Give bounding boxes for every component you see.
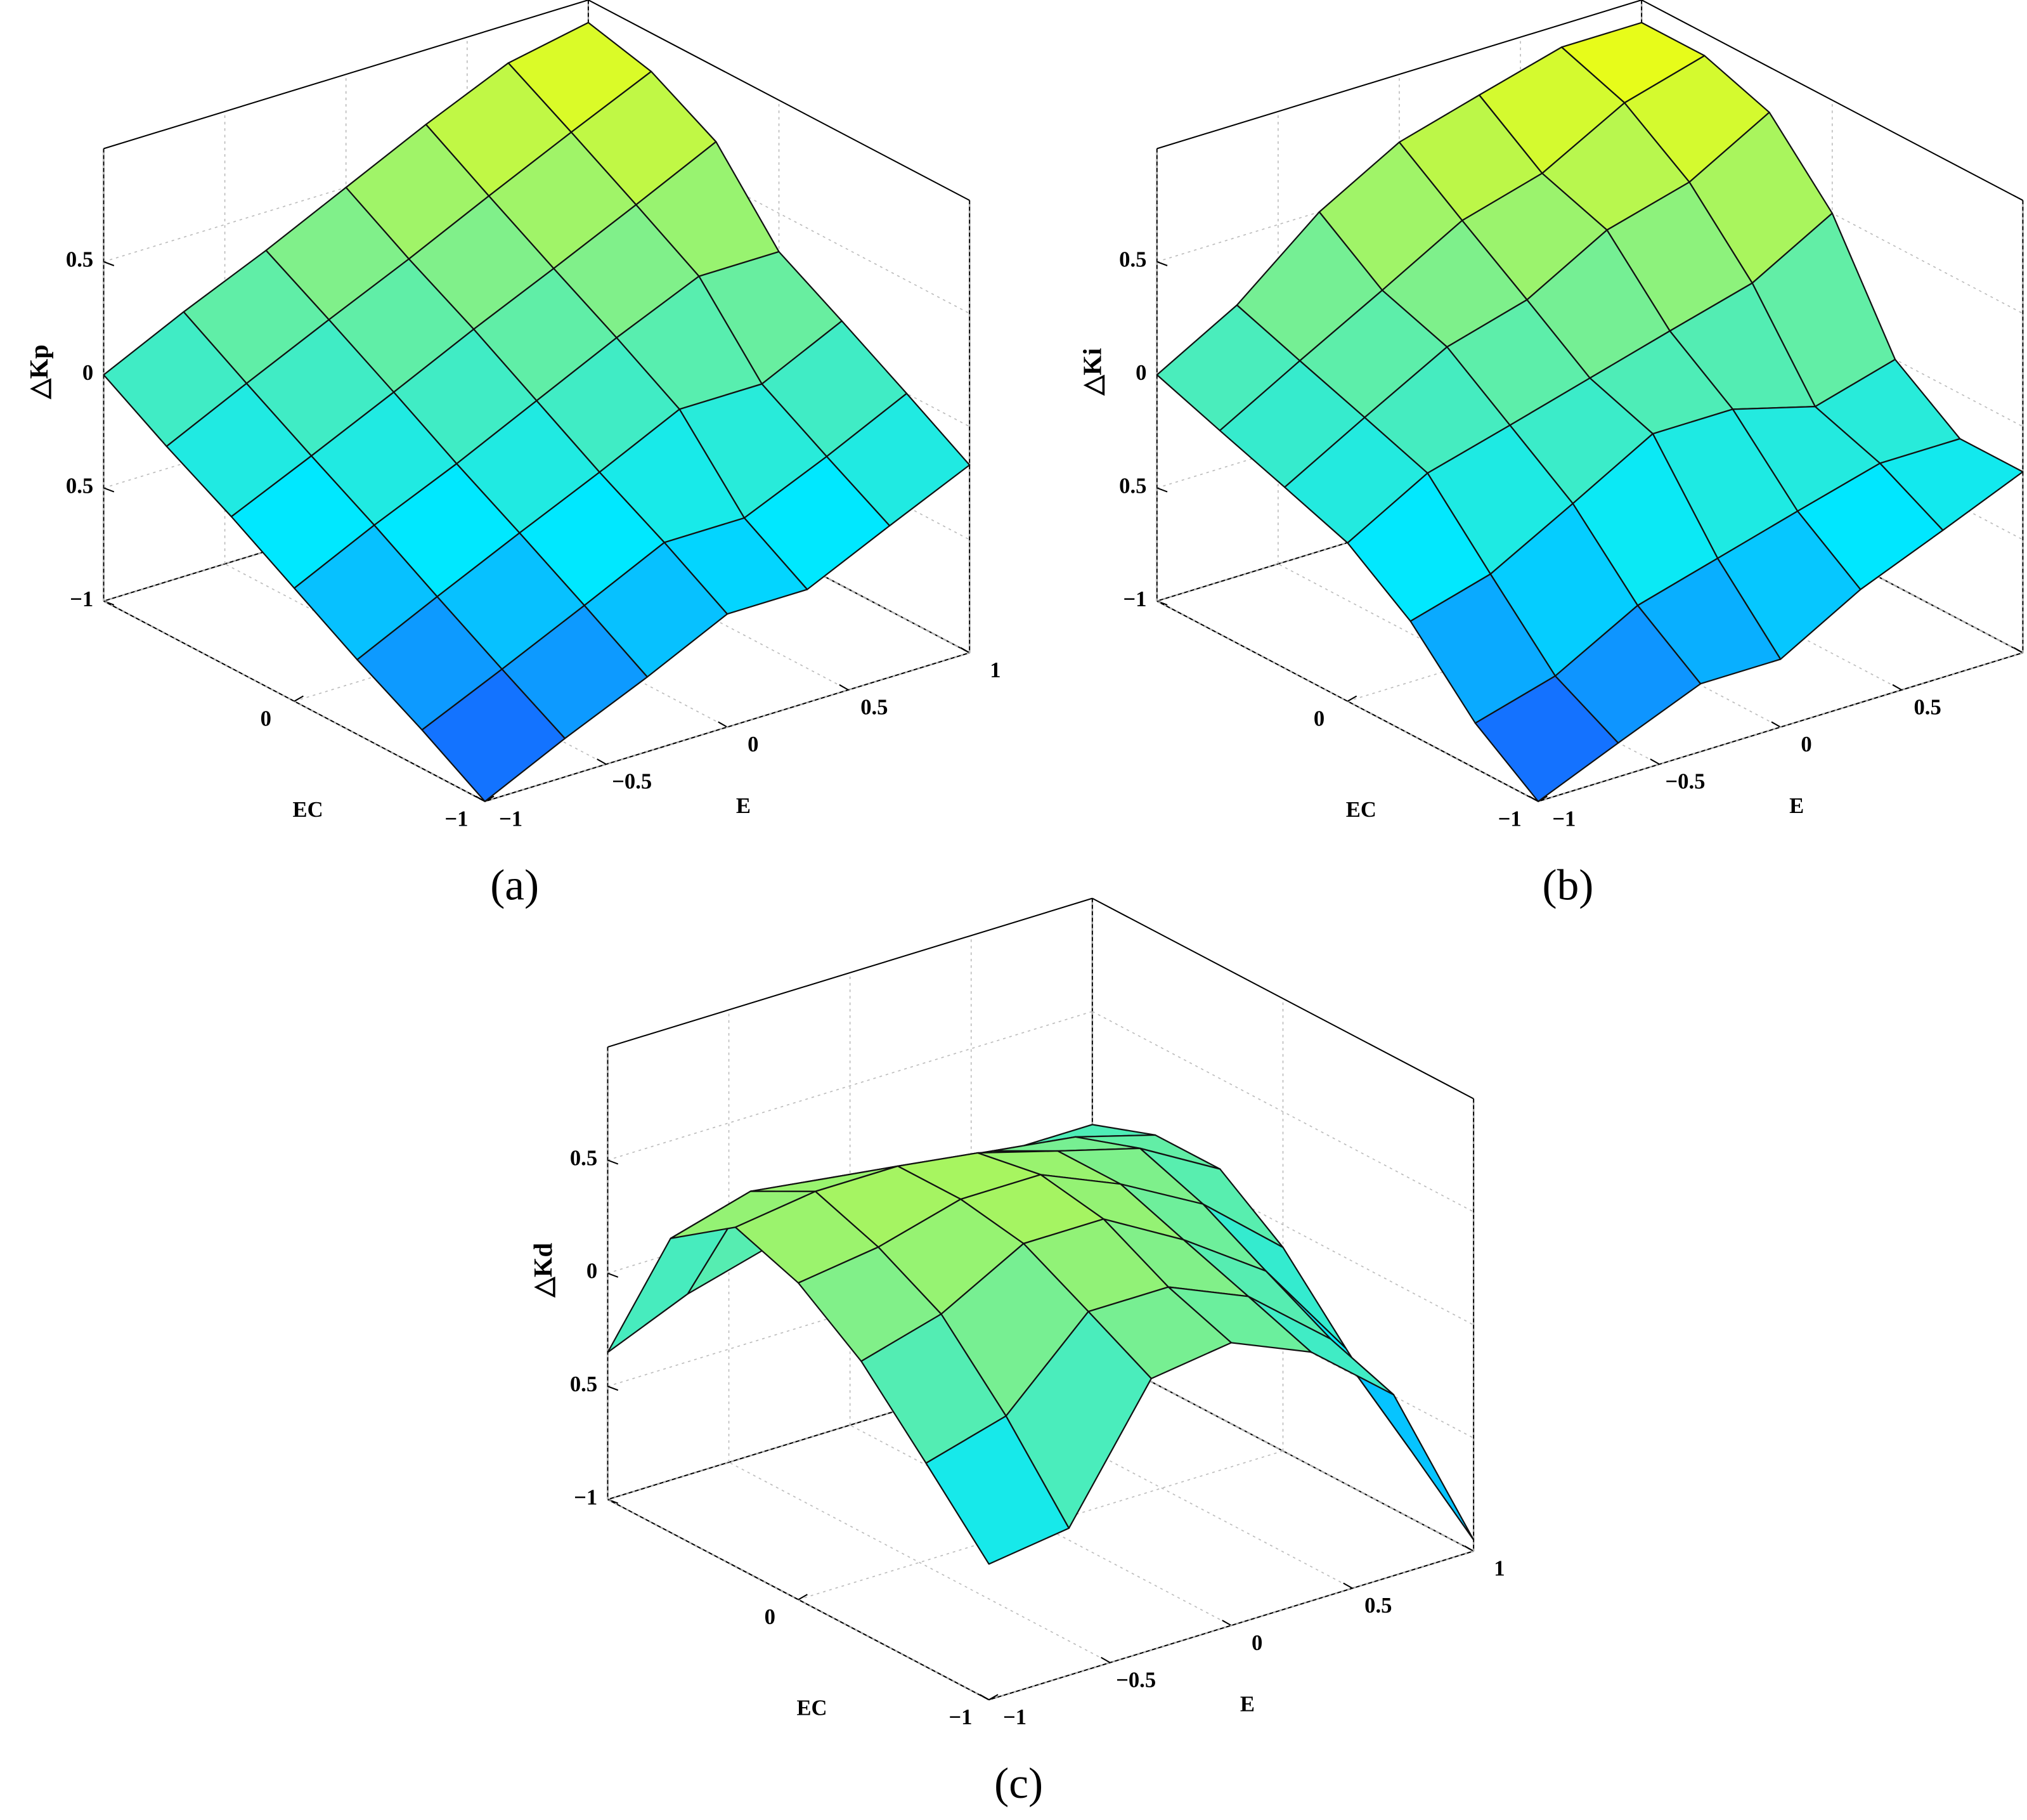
z-tick-label: 0	[1136, 361, 1146, 385]
z-axis-label: △Kd	[529, 1242, 557, 1297]
tick-mark	[839, 684, 849, 691]
box-edge	[607, 897, 1093, 1048]
z-tick-label: −1	[70, 587, 93, 611]
x-tick-label: 0	[1801, 732, 1811, 757]
tick-mark	[1771, 721, 1781, 728]
surface-patch	[925, 1415, 1070, 1565]
grid-line	[484, 652, 970, 802]
tick-mark	[979, 1694, 990, 1701]
tick-mark	[960, 647, 970, 654]
tick-mark	[1101, 1656, 1111, 1663]
tick-mark	[1222, 1620, 1232, 1627]
panel-label: (b)	[1543, 860, 1594, 909]
z-tick-label: 0	[82, 361, 93, 385]
z-axis-label: △Ki	[1078, 348, 1106, 396]
grid-line	[607, 1011, 1093, 1161]
z-tick-label: 0.5	[1119, 248, 1146, 272]
grid-line	[971, 1387, 1353, 1589]
grid-line	[729, 1462, 1111, 1663]
box-edge	[1092, 897, 1474, 1100]
grid-line	[1092, 1011, 1474, 1212]
x-axis-label: E	[1240, 1693, 1255, 1717]
box-edge	[103, 0, 589, 150]
tick-mark	[294, 695, 304, 702]
panel-label: (a)	[490, 860, 539, 909]
z-tick-label: 0.5	[570, 1146, 597, 1170]
surface-patch	[421, 668, 566, 802]
tick-mark	[103, 261, 115, 266]
x-axis-label: E	[1789, 794, 1804, 818]
z-tick-label: 0.5	[570, 1372, 597, 1396]
tick-mark	[103, 487, 115, 493]
tick-mark	[798, 1594, 808, 1601]
box-edge	[1156, 0, 1642, 150]
grid-line	[988, 1550, 1474, 1701]
x-tick-label: 0.5	[1914, 695, 1941, 719]
tick-mark	[2013, 647, 2023, 654]
tick-mark	[607, 1159, 619, 1165]
tick-mark	[1347, 695, 1357, 702]
y-axis-label: EC	[796, 1696, 827, 1720]
tick-mark	[1343, 1582, 1353, 1589]
tick-mark	[1464, 1545, 1474, 1552]
x-tick-label: −1	[1552, 807, 1576, 831]
y-tick-label: −1	[949, 1705, 972, 1729]
x-tick-label: −1	[499, 807, 522, 831]
x-tick-label: −0.5	[1116, 1668, 1156, 1692]
tick-mark	[1156, 487, 1168, 493]
x-tick-label: −0.5	[612, 770, 652, 794]
z-tick-label: 0.5	[66, 474, 93, 498]
x-tick-label: 1	[990, 658, 1001, 682]
z-tick-label: 0.5	[1119, 474, 1146, 498]
x-tick-label: 0	[748, 732, 758, 757]
grid-line	[1538, 652, 2023, 802]
surface-panel: −1 0.5 0 0.5 −1 −0.5 0 0.5 1 −1 0 △Kp E EC (a)	[25, 0, 1001, 909]
x-tick-label: 0	[1252, 1631, 1262, 1655]
x-tick-label: 0.5	[1364, 1594, 1392, 1618]
box-edge	[1641, 0, 2023, 201]
z-tick-label: −1	[1123, 587, 1146, 611]
y-tick-label: 0	[765, 1605, 775, 1629]
x-tick-label: −0.5	[1665, 770, 1705, 794]
x-tick-label: 1	[1494, 1557, 1505, 1581]
x-axis-label: E	[736, 794, 751, 818]
y-tick-label: 0	[1314, 706, 1324, 731]
tick-mark	[988, 1694, 999, 1701]
z-tick-label: −1	[574, 1485, 597, 1509]
z-tick-label: 0.5	[66, 248, 93, 272]
tick-mark	[718, 721, 728, 728]
tick-mark	[607, 1272, 619, 1278]
surface-panel: −1 0.5 0 0.5 −1 −0.5 0 0.5 1 −1 0 △Kd E EC (c)	[529, 897, 1505, 1807]
tick-mark	[1650, 758, 1660, 765]
y-axis-label: EC	[1346, 798, 1376, 822]
surface-patch	[1474, 675, 1619, 802]
y-tick-label: 0	[261, 706, 271, 731]
y-tick-label: −1	[1498, 807, 1522, 831]
y-axis-label: EC	[292, 798, 323, 822]
y-tick-label: −1	[444, 807, 468, 831]
x-tick-label: −1	[1003, 1705, 1026, 1729]
tick-mark	[1892, 684, 1902, 691]
x-tick-label: 0.5	[860, 695, 888, 719]
tick-mark	[597, 758, 607, 765]
panel-label: (c)	[994, 1758, 1043, 1807]
z-tick-label: 0	[586, 1259, 597, 1284]
z-axis-label: △Kp	[25, 344, 53, 400]
tick-mark	[607, 1386, 619, 1391]
box-edge	[588, 0, 970, 201]
tick-mark	[1156, 261, 1168, 266]
